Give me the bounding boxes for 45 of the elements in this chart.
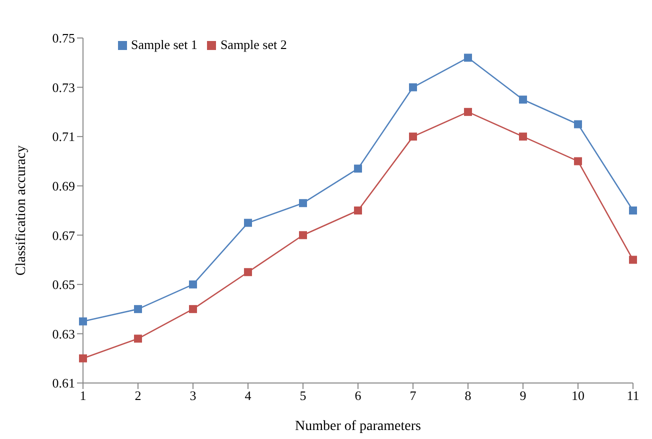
point: [519, 96, 527, 104]
x-axis-title: Number of parameters: [295, 419, 421, 434]
x-tick-label: 3: [190, 388, 196, 404]
legend-label: Sample set 2: [220, 37, 287, 52]
y-axis-title: Classification accuracy: [14, 145, 29, 276]
point: [244, 268, 252, 276]
point: [574, 157, 582, 166]
y-tick-label: 0.67: [52, 228, 76, 243]
x-tick-label: 4: [244, 388, 252, 404]
x-tick-label: 10: [572, 388, 584, 404]
y-tick-label: 0.69: [52, 178, 75, 194]
point: [409, 132, 417, 141]
point: [354, 206, 362, 214]
y-tick-label: 0.65: [52, 277, 75, 292]
x-tick-label: 8: [464, 388, 472, 404]
point: [134, 334, 142, 343]
point: [79, 317, 87, 326]
y-tick-label: 0.75: [52, 30, 75, 46]
point: [79, 354, 87, 362]
point: [629, 256, 637, 264]
point: [409, 83, 417, 92]
y-tick-label: 0.61: [52, 376, 75, 391]
y-tick-label: 0.71: [52, 129, 75, 144]
x-tick-label: 5: [300, 388, 306, 404]
point: [299, 199, 307, 208]
point: [574, 120, 582, 128]
y-tick-label: 0.63: [52, 326, 75, 342]
x-tick-label: 11: [626, 388, 640, 404]
x-tick-label: 1: [80, 388, 86, 404]
legend-label: Sample set 1: [131, 37, 198, 52]
x-tick-label: 6: [354, 388, 362, 404]
point: [244, 218, 252, 227]
y-tick-label: 0.73: [52, 80, 75, 95]
point: [299, 231, 307, 240]
x-tick-label: 7: [410, 388, 417, 404]
point: [464, 108, 472, 116]
point: [189, 280, 197, 288]
x-tick-label: 9: [520, 388, 526, 404]
point: [134, 305, 142, 314]
point: [189, 305, 197, 314]
point: [354, 164, 362, 173]
point: [519, 132, 527, 141]
x-tick-label: 2: [134, 388, 142, 404]
point: [464, 54, 472, 62]
point: [629, 206, 637, 214]
